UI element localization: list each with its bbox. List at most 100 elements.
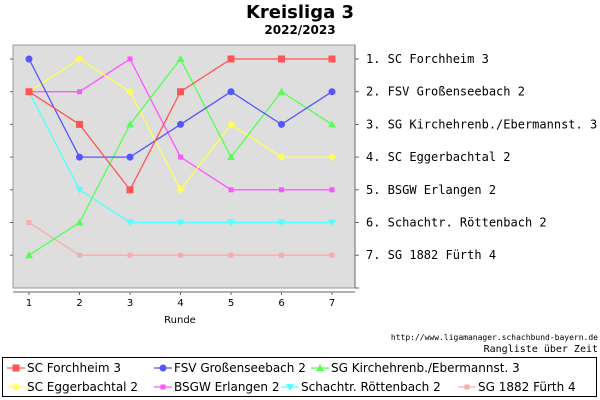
- data-point: [177, 120, 184, 128]
- data-point: [25, 88, 33, 96]
- data-point: [277, 87, 286, 95]
- series: [26, 220, 335, 258]
- data-point: [227, 88, 235, 96]
- data-point: [328, 120, 336, 128]
- data-point: [329, 252, 335, 258]
- data-point: [227, 219, 235, 227]
- data-point: [75, 218, 84, 226]
- data-point: [328, 153, 336, 162]
- data-point: [76, 153, 83, 161]
- data-point: [277, 153, 286, 162]
- legend-swatch: [7, 364, 25, 372]
- x-tick-label: 5: [228, 298, 234, 309]
- rank-label: 7. SG 1882 Fürth 4: [366, 248, 496, 262]
- legend-swatch: [154, 384, 172, 390]
- legend-label: SG Kirchehrenb./Ebermannst. 3: [331, 361, 520, 375]
- legend-swatch: [7, 383, 25, 391]
- legend-swatch: [311, 364, 329, 371]
- chart-footnote: Rangliste über Zeit: [483, 344, 598, 355]
- chart-subtitle: 2022/2023: [0, 23, 600, 37]
- x-axis: 1 2 3 4 5 6 7 Runde: [13, 291, 355, 326]
- data-point: [279, 252, 284, 258]
- legend-label: SC Eggerbachtal 2: [27, 380, 138, 394]
- data-point: [176, 55, 185, 62]
- data-point: [228, 187, 234, 193]
- x-tick-label: 2: [76, 298, 82, 309]
- data-point: [127, 56, 133, 62]
- data-point: [278, 55, 285, 63]
- data-point: [126, 186, 134, 194]
- data-point: [177, 88, 184, 96]
- legend-swatch-marker: [464, 384, 470, 390]
- rank-label: 3. SG Kirchehrenb./Ebermannst. 3: [366, 117, 597, 131]
- data-point: [176, 185, 185, 194]
- left-axis: [10, 58, 13, 256]
- data-point: [126, 120, 134, 128]
- rank-label: 2. FSV Großenseebach 2: [366, 85, 525, 99]
- plot-area: [12, 44, 356, 289]
- data-point: [328, 219, 336, 227]
- x-tick-label: 6: [278, 298, 284, 309]
- legend-label: BSGW Erlangen 2: [174, 380, 280, 394]
- data-point: [279, 187, 284, 193]
- x-tick-label: 4: [177, 298, 183, 309]
- chart-subtitle-text: 2022/2023: [264, 23, 336, 37]
- data-point: [77, 252, 82, 258]
- data-point: [26, 220, 32, 225]
- data-point: [227, 55, 235, 63]
- data-point: [25, 251, 33, 259]
- legend-swatch-marker: [286, 384, 294, 391]
- series: [25, 55, 336, 259]
- legend-label: FSV Großenseebach 2: [174, 361, 306, 375]
- rank-label: 4. SC Eggerbachtal 2: [366, 150, 511, 164]
- legend-swatch-marker: [12, 383, 20, 391]
- x-axis-label: Runde: [164, 315, 196, 326]
- data-point: [126, 219, 134, 227]
- data-point: [176, 219, 185, 227]
- data-point: [25, 55, 33, 63]
- data-point: [227, 153, 235, 161]
- data-point: [178, 252, 183, 258]
- legend-label: SC Forchheim 3: [27, 361, 121, 375]
- legend-swatch-marker: [316, 364, 324, 371]
- legend-label: Schachtr. Röttenbach 2: [301, 380, 441, 394]
- chart-legend: SC Forchheim 3 FSV Großenseebach 2 SG Kirc…: [2, 357, 597, 397]
- data-point: [277, 219, 286, 227]
- data-point: [126, 87, 134, 96]
- series-layer: [25, 55, 336, 259]
- data-point: [278, 120, 285, 128]
- source-url[interactable]: http://www.ligamanager.schachbund-bayern…: [390, 333, 598, 342]
- data-point: [75, 55, 84, 63]
- data-point: [178, 154, 183, 160]
- series: [25, 55, 336, 194]
- x-tick-label: 1: [26, 298, 32, 309]
- rank-label: 5. BSGW Erlangen 2: [366, 183, 496, 197]
- data-point: [329, 187, 335, 193]
- line-chart: 1. SC Forchheim 3 2. FSV Großenseebach 2 3…: [10, 44, 597, 326]
- data-point: [328, 55, 336, 63]
- data-point: [127, 252, 133, 258]
- data-point: [227, 120, 235, 129]
- legend-swatch-marker: [159, 364, 167, 372]
- data-point: [328, 88, 336, 96]
- legend-swatch: [281, 384, 299, 391]
- series: [25, 55, 336, 161]
- legend-swatch: [154, 364, 172, 372]
- data-point: [228, 252, 234, 258]
- data-point: [76, 120, 83, 128]
- rank-axis: 1. SC Forchheim 3 2. FSV Großenseebach 2 3…: [354, 45, 597, 289]
- chart-title: Kreisliga 3: [245, 2, 355, 23]
- legend-label: SG 1882 Fürth 4: [478, 380, 576, 394]
- rank-label: 1. SC Forchheim 3: [366, 52, 489, 66]
- data-point: [77, 89, 82, 95]
- rank-label: 6. Schachtr. Röttenbach 2: [366, 216, 547, 230]
- x-tick-label: 7: [329, 298, 335, 309]
- data-point: [75, 186, 84, 194]
- x-tick-label: 3: [127, 298, 133, 309]
- data-point: [126, 153, 134, 161]
- legend-swatch: [458, 384, 476, 390]
- series: [25, 55, 336, 194]
- legend-swatch-marker: [160, 384, 166, 390]
- legend-swatch-marker: [12, 364, 20, 372]
